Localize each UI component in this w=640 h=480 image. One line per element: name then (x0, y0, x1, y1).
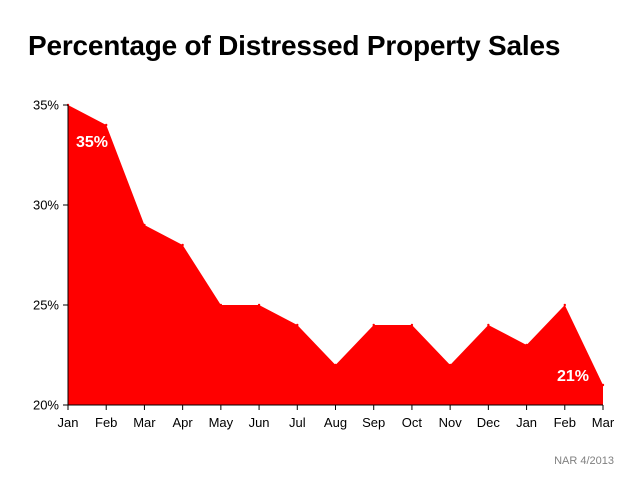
x-tick-label: Mar (133, 415, 156, 430)
x-tick-label: Feb (554, 415, 576, 430)
area-series-fill (68, 105, 603, 405)
x-tick-label: May (209, 415, 234, 430)
x-tick-label: Jul (289, 415, 306, 430)
data-point (257, 303, 261, 307)
data-point (143, 223, 146, 227)
x-tick-label: Oct (402, 415, 423, 430)
x-tick-label: Sep (362, 415, 385, 430)
data-point (105, 123, 108, 127)
data-point (181, 243, 184, 247)
x-tick-label: Mar (592, 415, 615, 430)
x-tick-label: Jun (249, 415, 270, 430)
y-tick-label: 30% (33, 198, 59, 213)
source-note: NAR 4/2013 (554, 455, 614, 467)
chart-title: Percentage of Distressed Property Sales (28, 30, 561, 61)
data-point (487, 323, 490, 327)
data-point (601, 383, 605, 387)
data-point (448, 363, 452, 367)
x-tick-label: Nov (439, 415, 463, 430)
area-layer (66, 103, 605, 405)
y-tick-label: 20% (33, 398, 59, 413)
data-label: 35% (76, 134, 108, 151)
x-tick-label: Apr (173, 415, 194, 430)
data-point (525, 343, 528, 347)
data-point (296, 323, 299, 327)
x-tick-label: Dec (477, 415, 501, 430)
x-tick-label: Feb (95, 415, 117, 430)
x-tick-label: Jan (58, 415, 79, 430)
data-point (563, 303, 566, 307)
data-point (334, 363, 337, 367)
x-tick-label: Jan (516, 415, 537, 430)
x-tick-label: Aug (324, 415, 347, 430)
y-tick-label: 35% (33, 98, 59, 113)
data-point (219, 303, 223, 307)
label-layer: 35% 21% (76, 134, 589, 385)
data-point (372, 323, 375, 327)
axis-layer: 20% 25% 30% 35% Jan Feb Mar Apr May Jun Jul Aug Sep O… (33, 98, 615, 431)
data-point (410, 323, 414, 327)
y-tick-label: 25% (33, 298, 59, 313)
data-label: 21% (557, 368, 589, 385)
